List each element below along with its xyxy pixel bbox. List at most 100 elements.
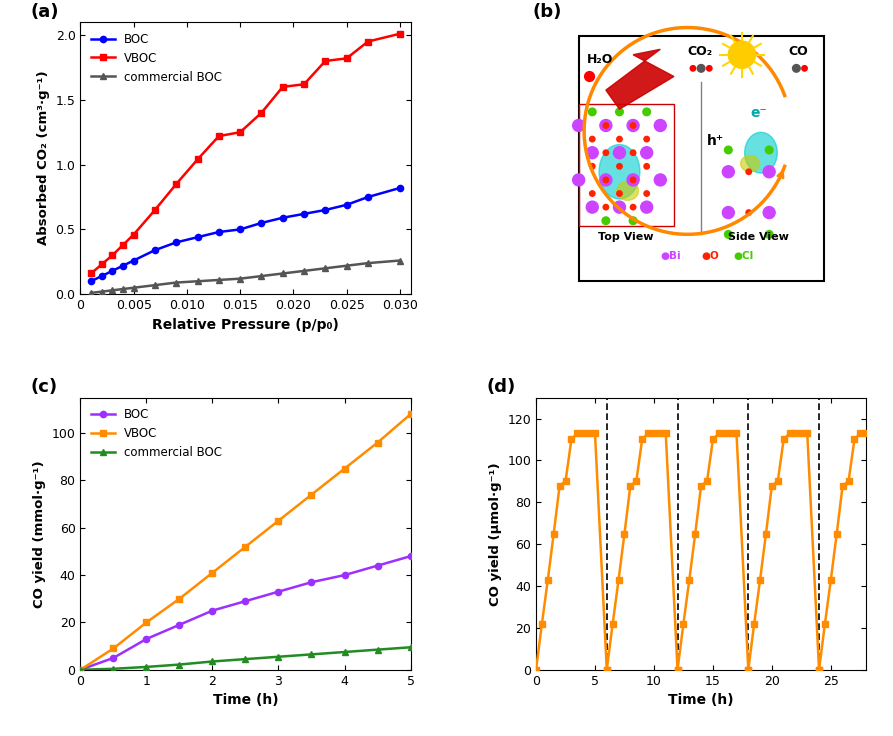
BOC: [363, 193, 373, 202]
commercial BOC: [108, 665, 119, 673]
BOC: [141, 634, 152, 643]
commercial BOC: [341, 261, 352, 270]
BOC: [395, 183, 405, 192]
Circle shape: [729, 41, 755, 68]
Circle shape: [602, 217, 610, 224]
Y-axis label: CO yield (μmol·g⁻¹): CO yield (μmol·g⁻¹): [488, 462, 502, 606]
VBOC: [108, 644, 119, 653]
Circle shape: [589, 136, 595, 142]
BOC: [207, 606, 218, 615]
Circle shape: [697, 65, 705, 72]
Circle shape: [655, 174, 666, 186]
Circle shape: [630, 217, 637, 224]
Circle shape: [722, 166, 734, 177]
Circle shape: [572, 174, 585, 186]
VBOC: [395, 29, 405, 38]
Circle shape: [630, 150, 636, 155]
commercial BOC: [306, 650, 317, 659]
BOC: [320, 205, 330, 214]
BOC: [86, 277, 96, 286]
VBOC: [129, 230, 139, 239]
Circle shape: [630, 177, 636, 183]
VBOC: [149, 205, 160, 214]
BOC: [273, 587, 284, 596]
Text: (d): (d): [487, 378, 516, 396]
Text: CO₂: CO₂: [688, 45, 713, 57]
VBOC: [141, 618, 152, 627]
commercial BOC: [174, 660, 185, 669]
VBOC: [75, 665, 86, 674]
BOC: [372, 562, 383, 570]
VBOC: [306, 490, 317, 499]
VBOC: [273, 516, 284, 525]
BOC: [298, 210, 309, 219]
Circle shape: [600, 119, 612, 132]
Text: H₂O: H₂O: [587, 53, 613, 66]
Circle shape: [617, 163, 622, 169]
commercial BOC: [75, 665, 86, 674]
VBOC: [86, 269, 96, 278]
Line: BOC: BOC: [88, 185, 403, 284]
Circle shape: [640, 146, 653, 159]
Circle shape: [603, 177, 609, 183]
Text: Side View: Side View: [729, 232, 789, 242]
Text: ●Bi: ●Bi: [660, 251, 681, 261]
Circle shape: [603, 150, 609, 155]
commercial BOC: [320, 264, 330, 273]
Circle shape: [722, 207, 734, 219]
Circle shape: [572, 119, 585, 132]
Circle shape: [724, 230, 732, 238]
Circle shape: [617, 191, 622, 197]
Circle shape: [764, 166, 775, 177]
commercial BOC: [372, 645, 383, 654]
BOC: [256, 219, 267, 227]
commercial BOC: [141, 662, 152, 671]
Text: Top View: Top View: [597, 232, 653, 242]
BOC: [240, 597, 251, 606]
VBOC: [118, 241, 129, 250]
BOC: [171, 238, 181, 247]
VBOC: [320, 57, 330, 66]
BOC: [306, 578, 317, 587]
Ellipse shape: [617, 181, 638, 200]
commercial BOC: [96, 287, 107, 296]
VBOC: [405, 410, 416, 419]
Circle shape: [589, 191, 595, 197]
VBOC: [107, 251, 118, 260]
Circle shape: [793, 65, 800, 72]
Line: VBOC: VBOC: [78, 411, 413, 673]
Circle shape: [600, 174, 612, 186]
Text: ●Cl: ●Cl: [734, 251, 754, 261]
VBOC: [372, 438, 383, 447]
Circle shape: [764, 207, 775, 219]
commercial BOC: [86, 289, 96, 297]
Circle shape: [706, 66, 712, 71]
Text: (a): (a): [31, 3, 59, 21]
Ellipse shape: [745, 132, 777, 173]
Circle shape: [587, 201, 598, 213]
Circle shape: [627, 174, 639, 186]
Circle shape: [765, 146, 773, 154]
VBOC: [207, 568, 218, 577]
Circle shape: [615, 108, 623, 116]
VBOC: [363, 37, 373, 46]
commercial BOC: [298, 266, 309, 275]
Circle shape: [617, 136, 622, 142]
Circle shape: [724, 146, 732, 154]
Circle shape: [690, 66, 696, 71]
Text: e⁻: e⁻: [750, 106, 767, 120]
FancyBboxPatch shape: [579, 35, 823, 280]
Circle shape: [644, 191, 649, 197]
VBOC: [256, 108, 267, 117]
VBOC: [213, 132, 224, 141]
Circle shape: [765, 230, 773, 238]
Line: commercial BOC: commercial BOC: [78, 644, 413, 673]
BOC: [96, 272, 107, 280]
Circle shape: [746, 210, 752, 216]
Text: CO: CO: [789, 45, 808, 57]
BOC: [107, 266, 118, 275]
Circle shape: [630, 123, 636, 128]
VBOC: [174, 595, 185, 604]
Circle shape: [802, 66, 807, 71]
Circle shape: [746, 169, 752, 174]
